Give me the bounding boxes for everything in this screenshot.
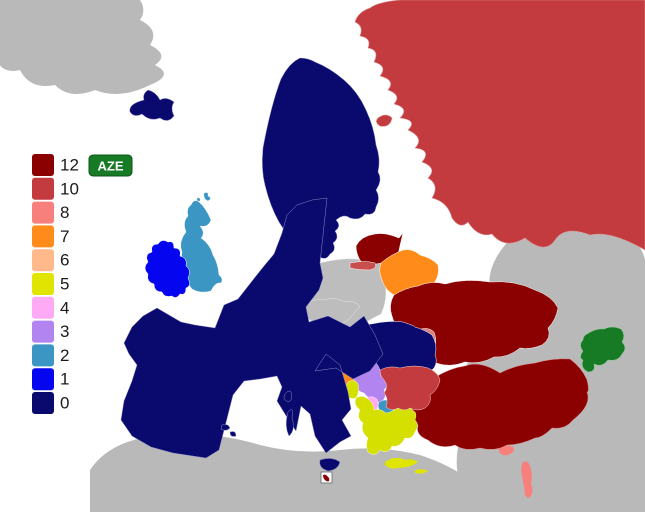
svg-text:12: 12 [60,156,79,175]
svg-text:0: 0 [60,394,69,413]
svg-text:7: 7 [60,227,69,246]
svg-text:1: 1 [60,370,69,389]
svg-text:4: 4 [60,298,69,317]
svg-text:2: 2 [60,346,69,365]
svg-text:8: 8 [60,203,69,222]
svg-text:3: 3 [60,322,69,341]
svg-text:AZE: AZE [98,159,124,174]
svg-text:5: 5 [60,275,69,294]
svg-text:6: 6 [60,251,69,270]
svg-text:10: 10 [60,179,79,198]
